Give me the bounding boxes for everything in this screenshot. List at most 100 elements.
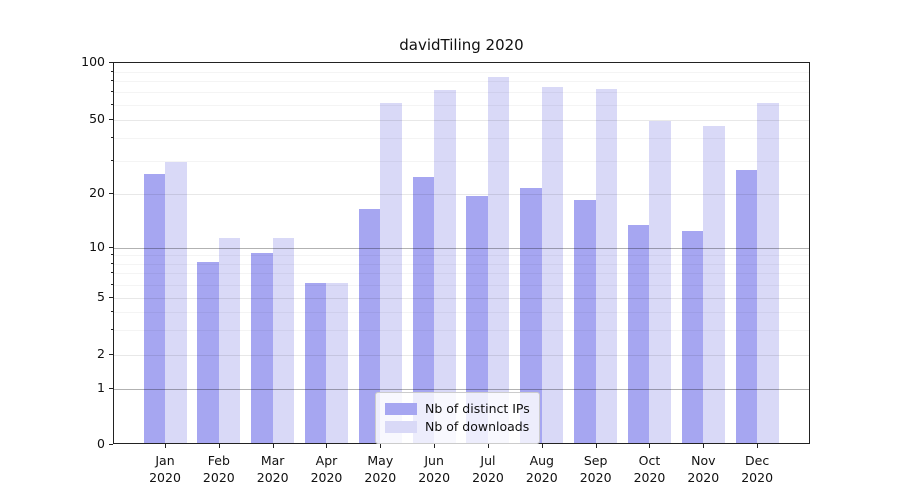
bar-downloads bbox=[541, 86, 564, 443]
y-minor-tick-mark bbox=[111, 159, 113, 161]
x-tick-label: Aug 2020 bbox=[512, 452, 572, 486]
y-tick-label: 0 bbox=[97, 436, 105, 451]
bar-distinct-ips bbox=[520, 187, 542, 443]
y-minor-tick-mark bbox=[111, 80, 113, 82]
gridline bbox=[114, 81, 809, 83]
x-tick-year: 2020 bbox=[633, 470, 666, 485]
y-tick-label: 20 bbox=[89, 184, 105, 200]
x-tick-mark bbox=[757, 444, 759, 448]
y-tick-mark bbox=[109, 246, 113, 248]
bar-distinct-ips bbox=[304, 282, 327, 443]
y-tick-label: 5 bbox=[97, 289, 105, 304]
legend-label: Nb of downloads bbox=[425, 419, 530, 434]
bar-downloads bbox=[595, 89, 618, 443]
x-tick-year: 2020 bbox=[579, 470, 612, 485]
x-tick-mark bbox=[326, 444, 328, 448]
bar-distinct-ips bbox=[412, 176, 435, 443]
x-tick-label: Mar 2020 bbox=[243, 452, 303, 486]
y-minor-tick-mark bbox=[111, 91, 113, 93]
bar-distinct-ips bbox=[251, 253, 273, 443]
y-tick-mark bbox=[109, 444, 113, 445]
y-tick-mark bbox=[109, 354, 113, 355]
x-tick-year: 2020 bbox=[202, 470, 235, 485]
legend-label: Nb of distinct IPs bbox=[425, 401, 530, 416]
y-minor-tick-mark bbox=[111, 254, 113, 256]
x-tick-year: 2020 bbox=[687, 470, 720, 485]
x-tick-year: 2020 bbox=[525, 470, 558, 485]
x-tick-label: Feb 2020 bbox=[189, 452, 249, 486]
legend-swatch bbox=[385, 420, 417, 433]
x-tick-label: Dec 2020 bbox=[727, 452, 787, 486]
y-tick-mark bbox=[109, 62, 113, 63]
bar-downloads bbox=[380, 103, 402, 443]
x-tick-year: 2020 bbox=[364, 470, 397, 485]
y-tick-label: 2 bbox=[97, 346, 105, 361]
x-tick-mark bbox=[649, 444, 651, 448]
x-tick-year: 2020 bbox=[418, 470, 451, 485]
bar-downloads bbox=[757, 103, 779, 443]
x-tick-label: Jan 2020 bbox=[135, 452, 195, 486]
plot-area bbox=[113, 62, 810, 444]
x-tick-mark bbox=[703, 444, 705, 448]
legend-item: Nb of distinct IPs bbox=[385, 401, 530, 416]
x-tick-label: Nov 2020 bbox=[673, 452, 733, 486]
y-minor-tick-mark bbox=[111, 136, 113, 138]
x-tick-label: Sep 2020 bbox=[566, 452, 626, 486]
x-tick-year: 2020 bbox=[149, 470, 181, 485]
x-tick-year: 2020 bbox=[256, 470, 289, 485]
bar-distinct-ips bbox=[681, 231, 704, 443]
x-tick-mark bbox=[541, 444, 543, 448]
y-minor-tick-mark bbox=[111, 272, 113, 274]
gridline bbox=[114, 120, 809, 121]
x-tick-mark bbox=[434, 444, 436, 448]
legend: Nb of distinct IPs Nb of downloads bbox=[375, 392, 540, 444]
x-tick-mark bbox=[218, 444, 220, 448]
bar-distinct-ips bbox=[358, 208, 381, 443]
bar-downloads bbox=[218, 238, 241, 443]
y-minor-tick-mark bbox=[111, 104, 113, 105]
y-tick-label: 10 bbox=[89, 238, 105, 254]
y-tick-label: 50 bbox=[89, 111, 105, 126]
bar-downloads bbox=[272, 238, 295, 443]
y-tick-mark bbox=[109, 119, 113, 120]
bar-downloads bbox=[326, 282, 348, 443]
x-tick-label: Oct 2020 bbox=[619, 452, 679, 486]
x-tick-mark bbox=[380, 444, 382, 448]
x-tick-mark bbox=[165, 444, 166, 448]
gridline bbox=[114, 105, 809, 106]
x-tick-year: 2020 bbox=[741, 470, 774, 485]
x-tick-mark bbox=[487, 444, 489, 448]
bar-downloads bbox=[703, 126, 725, 443]
x-tick-label: Jul 2020 bbox=[458, 452, 518, 486]
chart-title: davidTiling 2020 bbox=[399, 36, 524, 54]
y-minor-tick-mark bbox=[111, 328, 113, 330]
bar-distinct-ips bbox=[735, 170, 758, 443]
x-tick-label: Jun 2020 bbox=[404, 452, 464, 486]
y-minor-tick-mark bbox=[111, 262, 113, 264]
bar-downloads bbox=[487, 77, 510, 443]
x-tick-year: 2020 bbox=[310, 470, 343, 485]
legend-swatch bbox=[385, 402, 417, 415]
y-minor-tick-mark bbox=[111, 70, 113, 72]
x-tick-mark bbox=[272, 444, 274, 448]
y-minor-tick-mark bbox=[111, 310, 113, 312]
x-tick-label: May 2020 bbox=[350, 452, 410, 486]
gridline bbox=[114, 71, 809, 73]
y-tick-mark bbox=[109, 388, 113, 389]
y-tick-mark bbox=[109, 192, 113, 194]
x-tick-mark bbox=[595, 444, 597, 448]
x-tick-year: 2020 bbox=[472, 470, 504, 485]
gridline bbox=[114, 92, 809, 94]
bar-downloads bbox=[434, 90, 456, 443]
y-tick-label: 100 bbox=[81, 54, 105, 69]
legend-item: Nb of downloads bbox=[385, 419, 530, 434]
y-tick-label: 1 bbox=[97, 380, 105, 395]
bar-distinct-ips bbox=[143, 173, 165, 443]
x-tick-label: Apr 2020 bbox=[296, 452, 356, 486]
bar-distinct-ips bbox=[466, 195, 488, 443]
bar-distinct-ips bbox=[574, 199, 596, 443]
bar-downloads bbox=[165, 161, 187, 443]
bar-distinct-ips bbox=[627, 225, 650, 443]
y-tick-mark bbox=[109, 297, 113, 298]
